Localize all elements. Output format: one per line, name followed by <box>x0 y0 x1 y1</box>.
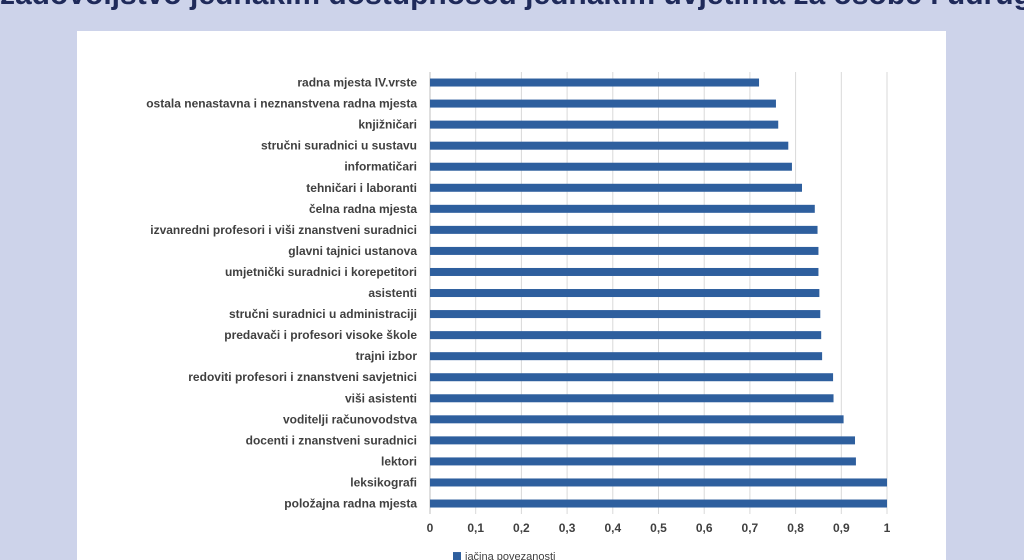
category-label: viši asistenti <box>345 391 417 405</box>
bar <box>430 394 834 403</box>
x-tick-label: 0,3 <box>559 521 576 535</box>
bar <box>430 478 887 487</box>
bar <box>430 78 760 87</box>
category-label: voditelji računovodstva <box>283 412 417 426</box>
bar <box>430 99 776 108</box>
bar <box>430 352 823 361</box>
category-label: radna mjesta IV.vrste <box>297 76 417 90</box>
category-label: čelna radna mjesta <box>309 202 417 216</box>
x-tick-label: 0,1 <box>467 521 484 535</box>
category-label: umjetnički suradnici i korepetitori <box>225 265 417 279</box>
bar <box>430 499 887 508</box>
x-tick-label: 0,2 <box>513 521 530 535</box>
category-label: lektori <box>381 454 417 468</box>
bar <box>430 204 815 213</box>
category-label: redoviti profesori i znanstveni savjetni… <box>188 370 417 384</box>
category-label: informatičari <box>344 160 417 174</box>
category-label: ostala nenastavna i neznanstvena radna m… <box>146 97 417 111</box>
bar <box>430 225 818 234</box>
bar <box>430 310 821 319</box>
x-tick-label: 0,7 <box>742 521 759 535</box>
bar <box>430 331 822 340</box>
category-label: položajna radna mjesta <box>284 497 417 511</box>
bar <box>430 373 834 382</box>
category-label: leksikografi <box>350 475 417 489</box>
category-label: glavni tajnici ustanova <box>288 244 417 258</box>
legend-swatch <box>453 552 461 560</box>
bar <box>430 246 819 255</box>
x-tick-label: 0,9 <box>833 521 850 535</box>
x-tick-label: 0,4 <box>604 521 621 535</box>
chart-panel: 0 0,1 0,2 0,3 0,4 0,5 0,6 0,7 0,8 0,9 1 radna mjest… <box>77 31 946 560</box>
x-tick-label: 0,5 <box>650 521 667 535</box>
bar <box>430 267 819 276</box>
bar-chart: 0 0,1 0,2 0,3 0,4 0,5 0,6 0,7 0,8 0,9 1 radna mjest… <box>146 72 891 560</box>
bar <box>430 289 820 298</box>
category-label: trajni izbor <box>356 349 418 363</box>
bar <box>430 415 844 424</box>
category-label: tehničari i laboranti <box>306 181 417 195</box>
x-tick-label: 1 <box>884 521 891 535</box>
category-label: asistenti <box>368 286 417 300</box>
legend-label: jačina povezanosti <box>464 551 556 560</box>
category-label: predavači i profesori visoke škole <box>224 328 417 342</box>
category-label: stručni suradnici u sustavu <box>261 139 417 153</box>
bar <box>430 457 856 466</box>
x-tick-label: 0,6 <box>696 521 713 535</box>
bar <box>430 162 792 171</box>
x-tick-label: 0 <box>427 521 434 535</box>
category-label: izvanredni profesori i viši znanstveni s… <box>150 223 417 237</box>
category-label: stručni suradnici u administraciji <box>229 307 417 321</box>
bar <box>430 436 856 445</box>
category-label: docenti i znanstveni suradnici <box>246 433 417 447</box>
x-tick-label: 0,8 <box>787 521 804 535</box>
slide-title: zadovoljstvo jednakim dostupnošću jednak… <box>0 0 1024 12</box>
category-label: knjižničari <box>358 118 417 132</box>
bar <box>430 183 802 192</box>
bar <box>430 141 789 150</box>
bar <box>430 120 779 129</box>
